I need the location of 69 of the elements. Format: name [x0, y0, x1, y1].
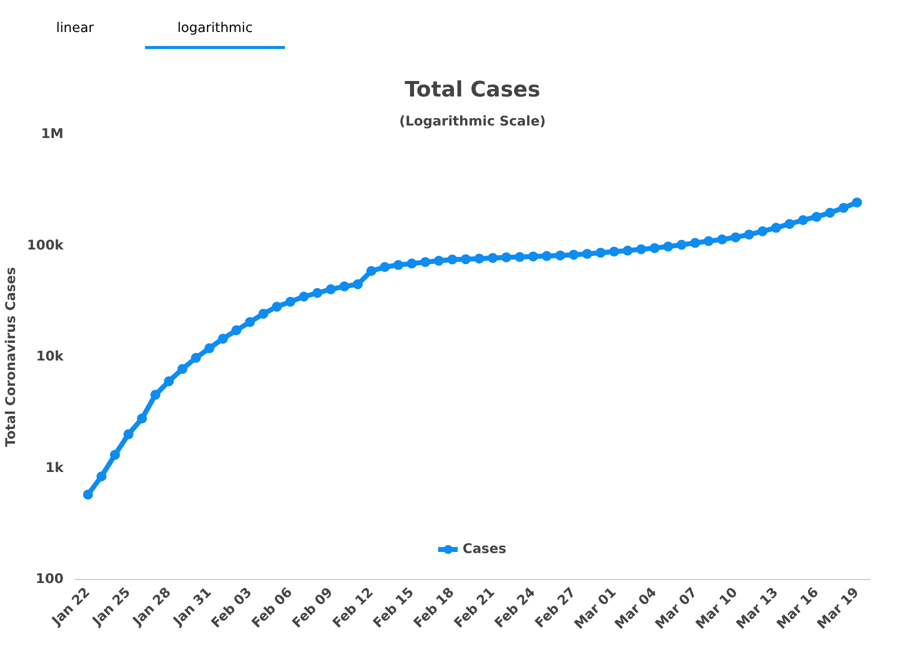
- point: [352, 279, 363, 290]
- point: [339, 281, 350, 292]
- point: [272, 302, 282, 312]
- point: [582, 248, 592, 259]
- point: [285, 296, 296, 307]
- point: [622, 246, 633, 256]
- y-tick-label: 10k: [36, 350, 65, 364]
- point: [568, 250, 579, 260]
- point: [852, 197, 862, 208]
- y-tick-label: 1M: [40, 127, 64, 142]
- point: [825, 208, 836, 218]
- point: [190, 352, 201, 363]
- point: [231, 325, 242, 336]
- point: [150, 390, 160, 400]
- legend-label: Cases: [462, 542, 506, 556]
- point: [690, 238, 700, 248]
- point: [460, 254, 471, 264]
- point: [420, 257, 430, 268]
- point: [838, 202, 849, 213]
- point: [326, 284, 336, 294]
- point: [434, 256, 444, 266]
- point: [514, 252, 525, 262]
- point: [636, 244, 646, 254]
- point: [110, 450, 120, 460]
- point: [663, 242, 674, 252]
- point: [123, 429, 134, 440]
- point: [676, 240, 687, 250]
- point: [812, 212, 822, 222]
- point: [218, 334, 228, 344]
- point: [650, 243, 660, 254]
- point: [312, 288, 322, 298]
- point: [717, 234, 728, 244]
- point: [204, 343, 214, 354]
- y-tick-label: 100: [36, 572, 64, 587]
- y-tick-label: 100k: [26, 238, 65, 254]
- point: [96, 471, 106, 482]
- point: [258, 308, 268, 319]
- point: [164, 376, 174, 386]
- point: [744, 230, 754, 240]
- y-tick-label: 1k: [45, 460, 65, 476]
- point: [380, 262, 390, 272]
- y-axis-title: Total Coronavirus Cases: [4, 267, 19, 447]
- point: [474, 254, 484, 264]
- point: [596, 248, 606, 258]
- point: [730, 232, 741, 242]
- point: [771, 222, 782, 233]
- point: [784, 218, 795, 229]
- point: [244, 317, 255, 328]
- point: [609, 246, 620, 257]
- chart-title: Total Cases: [404, 78, 540, 102]
- text: logarithmic: [145, 19, 285, 50]
- point: [501, 252, 512, 262]
- point: [542, 251, 552, 262]
- point: [177, 364, 188, 374]
- point: [704, 236, 714, 246]
- point: [447, 254, 458, 265]
- point: [555, 250, 566, 260]
- point: [528, 251, 538, 262]
- text: linear: [55, 20, 95, 38]
- point: [406, 258, 417, 269]
- point: [298, 292, 309, 302]
- chart-subtitle: (Logarithmic Scale): [399, 114, 546, 130]
- point: [758, 226, 768, 236]
- point: [488, 252, 498, 263]
- point: [82, 490, 93, 500]
- point: [136, 414, 147, 424]
- point: [393, 260, 404, 270]
- point: [798, 215, 808, 226]
- point: [366, 266, 376, 276]
